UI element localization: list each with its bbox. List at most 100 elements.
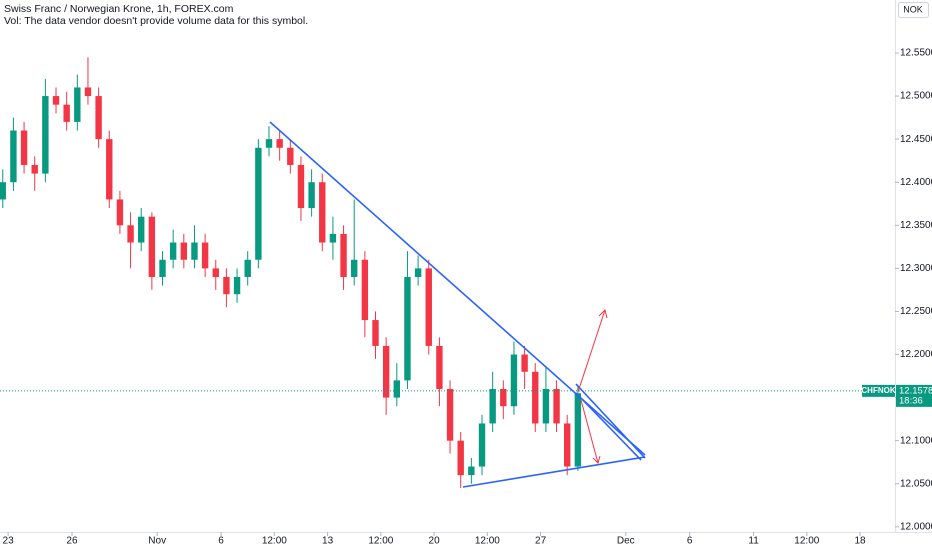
candle-body bbox=[393, 380, 401, 398]
volume-note: Vol: The data vendor doesn't provide vol… bbox=[4, 15, 308, 27]
plot bbox=[0, 57, 895, 489]
y-tick-label: 12.00000 bbox=[900, 521, 932, 532]
candle-body bbox=[351, 259, 358, 277]
candle-body bbox=[340, 233, 347, 277]
candle-body bbox=[382, 345, 390, 398]
x-tick-label: 12:00 bbox=[368, 536, 393, 547]
x-tick-label: 6 bbox=[218, 536, 224, 547]
down-arrow bbox=[580, 399, 599, 464]
candle-body bbox=[127, 225, 134, 243]
x-tick-label: Dec bbox=[617, 536, 635, 547]
candle-body bbox=[521, 354, 528, 372]
x-tick-label: 20 bbox=[429, 536, 441, 547]
candle-body bbox=[404, 276, 411, 381]
y-tick-label: 12.50000 bbox=[900, 91, 932, 102]
trend-drawings bbox=[269, 121, 646, 488]
x-tick-label: 12:00 bbox=[475, 536, 500, 547]
candle-body bbox=[201, 242, 209, 269]
candle-body bbox=[95, 96, 102, 140]
candle-body bbox=[84, 87, 92, 97]
candle-body bbox=[532, 371, 539, 424]
candle-body bbox=[478, 423, 486, 467]
arrows bbox=[577, 309, 608, 464]
candle-body bbox=[500, 388, 507, 407]
candle-body bbox=[564, 423, 571, 467]
resistance-line-3 bbox=[575, 392, 642, 461]
candle-body bbox=[265, 139, 273, 148]
candle-body bbox=[489, 388, 496, 424]
candle-body bbox=[287, 147, 294, 165]
candle-body bbox=[106, 139, 113, 200]
candle-body bbox=[319, 182, 326, 243]
last-price-box bbox=[896, 384, 932, 407]
candle-body bbox=[297, 164, 305, 209]
down-arrow-head bbox=[592, 455, 601, 464]
y-tick-label: 12.35000 bbox=[900, 220, 932, 231]
x-tick-label: 6 bbox=[687, 536, 693, 547]
candle-body bbox=[255, 147, 262, 260]
candle-body bbox=[20, 130, 28, 165]
candle-body bbox=[574, 393, 582, 467]
candle-body bbox=[10, 130, 17, 183]
candle-body bbox=[425, 268, 432, 346]
candle-body bbox=[372, 320, 379, 346]
x-tick-label: 11 bbox=[748, 536, 759, 547]
x-tick-label: 12:00 bbox=[262, 536, 287, 547]
currency-box[interactable] bbox=[898, 2, 929, 18]
candle-body bbox=[553, 388, 560, 424]
last-price-label: 12.15782 bbox=[899, 385, 932, 396]
candle-body bbox=[308, 182, 315, 209]
chart-title: Swiss Franc / Norwegian Krone, 1h, FOREX… bbox=[4, 3, 234, 15]
candle-body bbox=[510, 354, 518, 407]
x-tick-label: 13 bbox=[322, 536, 334, 547]
candle-body bbox=[74, 87, 81, 122]
candle-body bbox=[244, 259, 251, 277]
x-tick-label: Nov bbox=[148, 536, 166, 547]
y-tick-label: 12.55000 bbox=[900, 48, 932, 59]
candle-body bbox=[0, 182, 6, 200]
y-tick-label: 12.20000 bbox=[900, 349, 932, 360]
symbol-box bbox=[862, 384, 895, 397]
candle-body bbox=[169, 242, 177, 260]
candle-body bbox=[212, 268, 219, 277]
y-tick-label: 12.40000 bbox=[900, 177, 932, 188]
candle-body bbox=[148, 216, 156, 277]
x-tick-label: 27 bbox=[535, 536, 547, 547]
candle-body bbox=[116, 199, 124, 226]
candle-body bbox=[52, 96, 60, 105]
x-tick-label: 18 bbox=[855, 536, 867, 547]
candle-body bbox=[436, 345, 443, 389]
candle-body bbox=[138, 216, 145, 243]
x-tick-label: 23 bbox=[3, 536, 15, 547]
up-arrow bbox=[577, 309, 606, 393]
candle-body bbox=[457, 440, 464, 476]
candle-body bbox=[223, 276, 230, 295]
candle-body bbox=[276, 139, 283, 148]
candle-body bbox=[542, 388, 550, 424]
up-arrow-head bbox=[598, 309, 608, 319]
candle-body bbox=[180, 242, 188, 260]
candle-body bbox=[414, 268, 422, 277]
y-tick-label: 12.05000 bbox=[900, 478, 932, 489]
currency-label[interactable]: NOK bbox=[903, 4, 923, 14]
candle-body bbox=[361, 259, 369, 321]
y-tick-label: 12.10000 bbox=[900, 435, 932, 446]
y-tick-label: 12.45000 bbox=[900, 134, 932, 145]
symbol-label: CHFNOK bbox=[861, 386, 895, 395]
y-tick-label: 12.25000 bbox=[900, 306, 932, 317]
x-tick-label: 26 bbox=[66, 536, 78, 547]
candle-body bbox=[329, 233, 337, 243]
candle-body bbox=[159, 259, 166, 277]
candle-body bbox=[42, 96, 49, 174]
support-line bbox=[462, 456, 646, 488]
candle-body bbox=[63, 104, 70, 122]
y-tick-label: 12.30000 bbox=[900, 263, 932, 274]
x-tick-label: 12:00 bbox=[794, 536, 819, 547]
candle-body bbox=[191, 242, 198, 260]
candle-body bbox=[31, 164, 38, 174]
candle-body bbox=[233, 276, 241, 295]
countdown-label: 18:36 bbox=[899, 395, 923, 406]
resistance-line-2 bbox=[575, 383, 646, 459]
